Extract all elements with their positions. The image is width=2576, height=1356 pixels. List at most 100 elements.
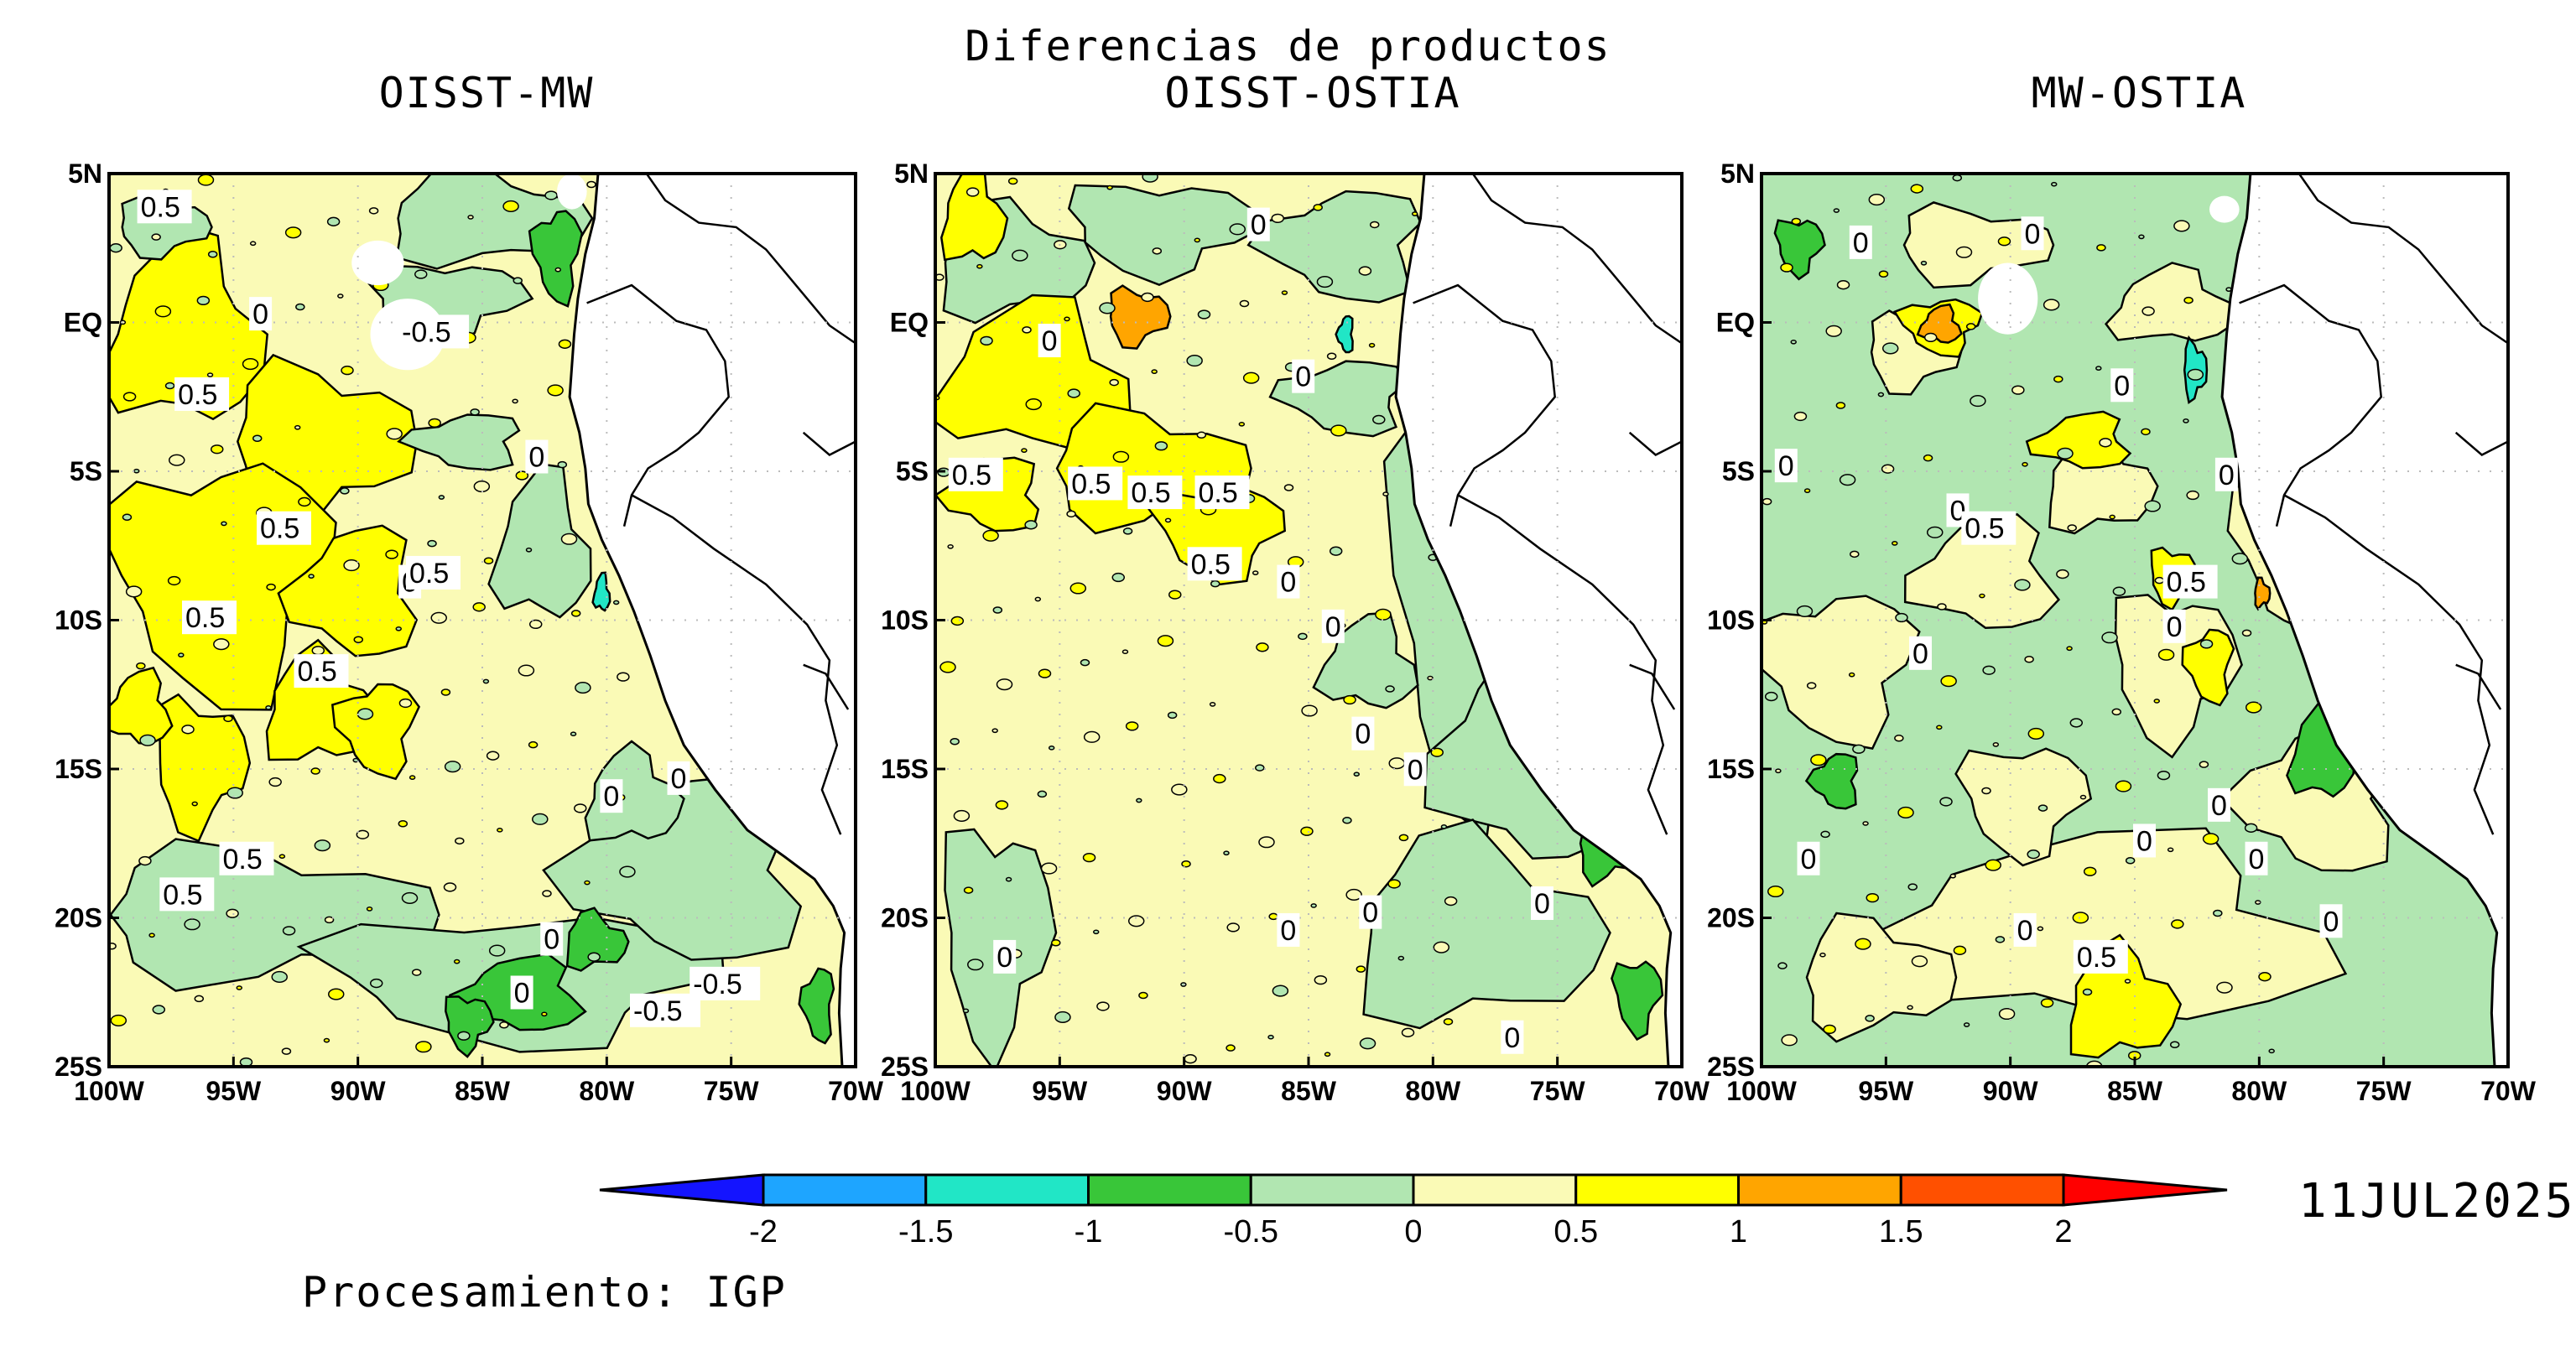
lat-tick-label: 5S xyxy=(1722,456,1755,486)
colorbar-tick-label: 1.5 xyxy=(1879,1214,1923,1249)
lon-tick-label: 80W xyxy=(2231,1076,2287,1106)
lon-tick-label: 70W xyxy=(828,1076,884,1106)
panel-title-3: MW-OSTIA xyxy=(2031,69,2247,117)
country-border xyxy=(2298,174,2508,345)
country-border xyxy=(2283,494,2495,835)
contour-label: 0 xyxy=(1504,1022,1520,1054)
lat-tick-label: EQ xyxy=(64,308,102,338)
lat-tick-label: 10S xyxy=(1707,605,1755,636)
colorbar-tick-label: 2 xyxy=(2054,1214,2072,1249)
lon-tick-label: 85W xyxy=(2107,1076,2163,1106)
contour-label: 0 xyxy=(1778,450,1794,482)
contour-label: 0 xyxy=(252,299,268,330)
lat-tick-label: EQ xyxy=(1716,308,1755,338)
country-border xyxy=(2454,431,2508,456)
contour-label: 0 xyxy=(2114,370,2130,402)
country-border xyxy=(1628,431,1682,456)
contour-label: 0 xyxy=(1408,754,1423,786)
contour-label: 0 xyxy=(2136,825,2152,857)
colorbar-low-arrow xyxy=(599,1173,765,1207)
lat-tick-label: 15S xyxy=(881,754,929,784)
coastline xyxy=(1394,174,1673,1067)
lon-tick-label: 95W xyxy=(1032,1076,1088,1106)
lon-tick-label: 75W xyxy=(1530,1076,1586,1106)
lon-tick-label: 85W xyxy=(1281,1076,1337,1106)
contour-label: 0.5 xyxy=(298,656,337,688)
lon-tick-label: 75W xyxy=(2356,1076,2412,1106)
lat-tick-label: 15S xyxy=(1707,754,1755,784)
lon-tick-label: 80W xyxy=(1405,1076,1461,1106)
missing-data-area xyxy=(1978,262,2038,335)
lat-tick-label: 25S xyxy=(1707,1052,1755,1082)
processing-credit: Procesamiento: IGP xyxy=(302,1268,787,1317)
missing-data-area xyxy=(351,240,404,286)
country-border xyxy=(802,431,856,456)
contour-label: -0.5 xyxy=(402,316,451,348)
lon-tick-label: 100W xyxy=(900,1076,971,1106)
country-border xyxy=(645,174,856,345)
colorbar-tick-label: -2 xyxy=(749,1214,778,1249)
contour-label: 0.5 xyxy=(1965,513,2004,545)
lat-tick-label: 25S xyxy=(55,1052,102,1082)
colorbar-swatch xyxy=(924,1173,1090,1207)
land-mask xyxy=(2222,174,2508,1067)
colorbar-swatch xyxy=(1574,1173,1740,1207)
contour-label: 0 xyxy=(2025,218,2041,250)
colorbar-tick-label: -0.5 xyxy=(1224,1214,1278,1249)
contour-label: 0 xyxy=(671,763,687,795)
panel-title-2: OISST-OSTIA xyxy=(1164,69,1461,117)
lat-tick-label: 5N xyxy=(894,158,929,189)
lon-tick-label: 70W xyxy=(1654,1076,1710,1106)
contour-label: 0.5 xyxy=(1191,548,1231,580)
country-border xyxy=(1629,663,1676,710)
contour-label: 0 xyxy=(1362,897,1378,929)
contour-label: 0 xyxy=(1295,361,1311,393)
contour-label: 0 xyxy=(2211,790,2227,822)
contour-label: 0 xyxy=(1853,227,1869,259)
contour-label: 0.5 xyxy=(223,844,263,875)
lat-tick-label: 20S xyxy=(1707,903,1755,933)
colorbar-tick-label: 1 xyxy=(1730,1214,1747,1249)
contour-label: 0.5 xyxy=(2077,942,2116,974)
lat-tick-label: 10S xyxy=(881,605,929,636)
contour-label: 0 xyxy=(2167,611,2183,643)
lat-tick-label: EQ xyxy=(890,308,929,338)
colorbar-tick-label: -1.5 xyxy=(898,1214,953,1249)
figure-title: Diferencias de productos xyxy=(965,22,1611,70)
country-border xyxy=(1457,494,1668,835)
contour-label: -0.5 xyxy=(693,969,742,1000)
colorbar-high-arrow xyxy=(2062,1173,2228,1207)
country-border xyxy=(2239,283,2382,527)
lon-tick-label: 85W xyxy=(455,1076,511,1106)
lon-tick-label: 95W xyxy=(1858,1076,1914,1106)
contour-label: 0 xyxy=(1042,325,1058,357)
country-border xyxy=(1413,283,1556,527)
lat-tick-label: 5N xyxy=(68,158,102,189)
contour-label: 0.5 xyxy=(2167,567,2206,599)
contour-label: 0 xyxy=(2249,844,2265,875)
missing-data-area xyxy=(2209,195,2240,223)
contour-label: 0.5 xyxy=(1131,477,1170,509)
lat-tick-label: 10S xyxy=(55,605,102,636)
land-mask xyxy=(570,174,856,1067)
contour-label: 0.5 xyxy=(163,879,202,911)
colorbar-tick-label: -1 xyxy=(1075,1214,1103,1249)
contour-label: 0.5 xyxy=(178,379,217,411)
lat-tick-label: 5N xyxy=(1720,158,1755,189)
country-border xyxy=(586,283,730,527)
colorbar: -2 -1.5 -1 -0.5 0 0.5 1 1.5 2 xyxy=(599,1173,2228,1249)
missing-data-area xyxy=(557,174,587,210)
contour-label: 0 xyxy=(544,924,559,956)
contour-label: 0.5 xyxy=(185,602,225,634)
land-mask xyxy=(1396,174,1682,1067)
colorbar-swatch xyxy=(1737,1173,1902,1207)
country-border xyxy=(1471,174,1682,345)
contour-label: 0 xyxy=(2324,906,2339,938)
contour-label: 0 xyxy=(1280,915,1296,947)
contour-label: 0 xyxy=(2219,460,2235,491)
contour-label: 0.5 xyxy=(141,191,180,223)
contour-label: 0 xyxy=(528,442,544,474)
contour-label: 0 xyxy=(1534,888,1550,920)
